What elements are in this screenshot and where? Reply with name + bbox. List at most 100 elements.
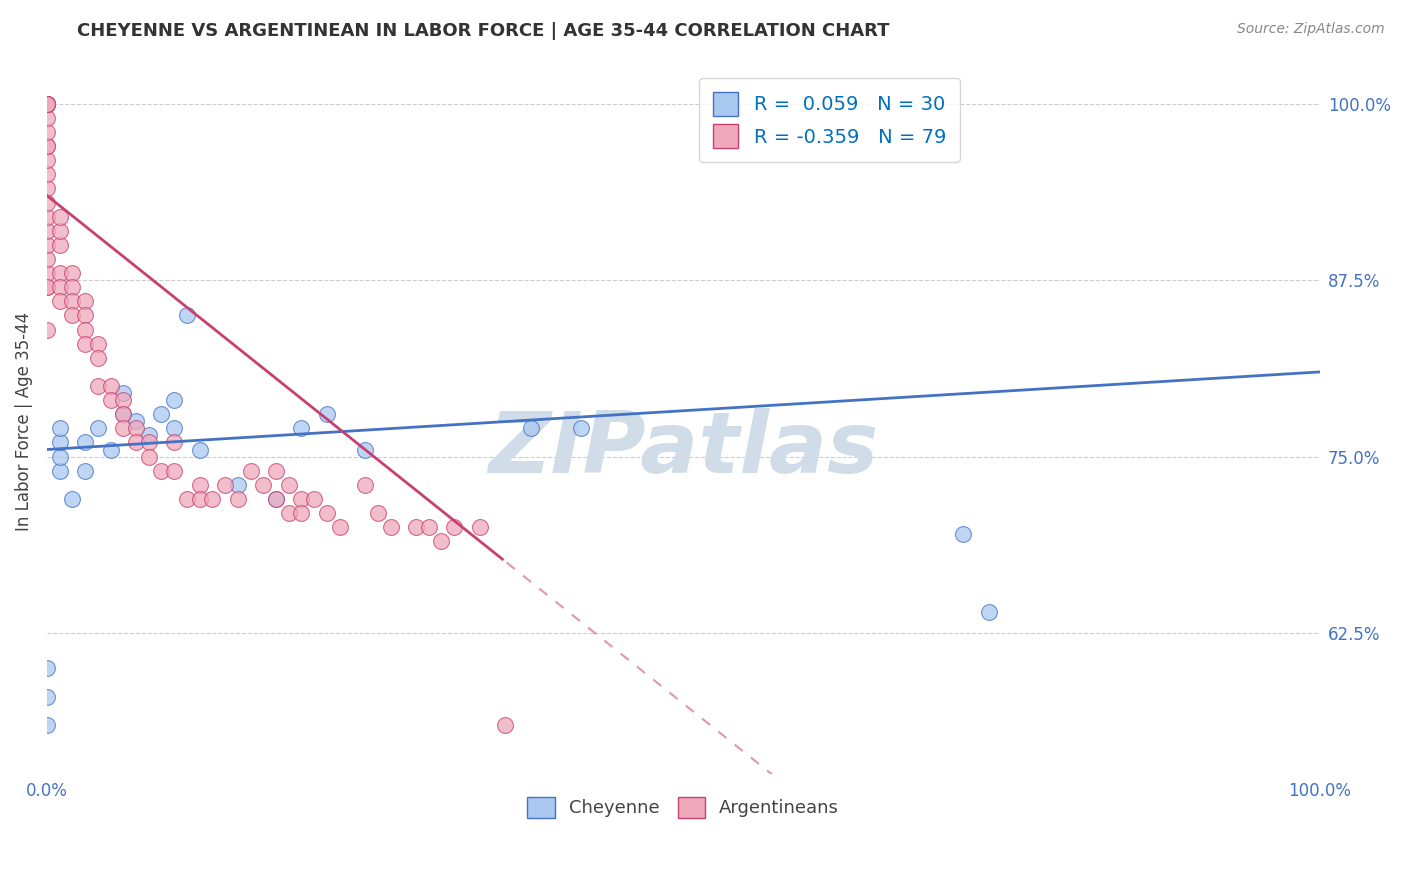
Point [163,464,186,478]
Point [35,210,58,224]
Point [75,309,97,323]
Point [60,280,83,294]
Text: CHEYENNE VS ARGENTINEAN IN LABOR FORCE | AGE 35-44 CORRELATION CHART: CHEYENNE VS ARGENTINEAN IN LABOR FORCE |… [77,22,890,40]
Point [150,464,173,478]
Point [48,450,70,464]
Point [48,210,70,224]
Point [35,96,58,111]
Point [48,464,70,478]
Point [264,491,287,506]
Point [302,491,325,506]
Point [214,478,236,492]
Point [75,464,97,478]
Point [75,435,97,450]
Point [367,506,389,520]
Point [60,266,83,280]
Point [290,506,312,520]
Point [35,96,58,111]
Point [176,309,198,323]
Point [290,421,312,435]
Point [35,252,58,266]
Legend: Cheyenne, Argentineans: Cheyenne, Argentineans [520,789,846,825]
Point [239,464,262,478]
Point [35,153,58,168]
Point [35,280,58,294]
Point [188,442,211,457]
Point [48,280,70,294]
Point [277,506,299,520]
Point [405,520,427,534]
Point [163,393,186,408]
Point [48,224,70,238]
Point [176,491,198,506]
Point [264,491,287,506]
Point [35,111,58,125]
Point [138,450,160,464]
Point [188,478,211,492]
Point [35,96,58,111]
Point [48,266,70,280]
Point [48,435,70,450]
Point [87,351,110,365]
Point [87,421,110,435]
Point [75,323,97,337]
Point [35,167,58,181]
Point [329,520,352,534]
Point [35,181,58,195]
Point [430,534,453,549]
Point [60,309,83,323]
Point [354,478,377,492]
Point [112,386,135,401]
Point [48,421,70,435]
Point [443,520,465,534]
Point [125,414,148,428]
Point [252,478,274,492]
Point [201,491,224,506]
Point [35,139,58,153]
Point [35,96,58,111]
Point [35,96,58,111]
Point [35,96,58,111]
Point [100,442,122,457]
Point [87,379,110,393]
Point [60,491,83,506]
Point [35,139,58,153]
Point [354,442,377,457]
Point [264,464,287,478]
Point [138,428,160,442]
Point [188,491,211,506]
Y-axis label: In Labor Force | Age 35-44: In Labor Force | Age 35-44 [15,312,32,531]
Point [226,478,249,492]
Point [35,125,58,139]
Point [977,605,1000,619]
Point [35,224,58,238]
Point [468,520,491,534]
Point [952,527,974,541]
Point [418,520,440,534]
Point [87,336,110,351]
Point [163,435,186,450]
Point [163,421,186,435]
Point [35,238,58,252]
Point [35,661,58,675]
Point [35,690,58,704]
Point [35,195,58,210]
Point [571,421,593,435]
Point [35,717,58,731]
Point [48,294,70,309]
Point [112,407,135,421]
Point [48,238,70,252]
Point [138,435,160,450]
Point [316,506,339,520]
Point [316,407,339,421]
Point [100,379,122,393]
Point [150,407,173,421]
Text: Source: ZipAtlas.com: Source: ZipAtlas.com [1237,22,1385,37]
Point [75,336,97,351]
Point [112,407,135,421]
Point [60,294,83,309]
Point [519,421,541,435]
Text: ZIPatlas: ZIPatlas [488,408,879,491]
Point [112,393,135,408]
Point [35,96,58,111]
